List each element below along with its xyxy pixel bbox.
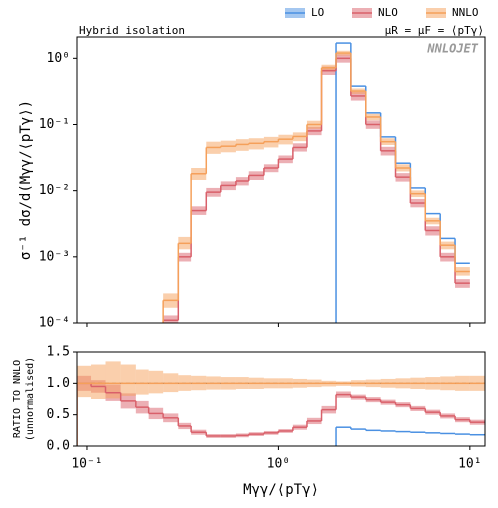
legend-label: NLO	[378, 6, 398, 19]
ratio-frame	[76, 351, 486, 447]
legend-label: NNLO	[452, 6, 479, 19]
band	[163, 315, 179, 323]
band	[120, 364, 136, 396]
band	[77, 365, 92, 398]
y-tick-label: 10⁻³	[39, 249, 70, 264]
x-tick-label: 10⁰	[267, 457, 290, 472]
annotation: μR = μF = ⟨pTγ⟩	[385, 24, 484, 37]
y-axis-label: RATIO TO NNLO	[12, 360, 23, 438]
y-axis-label: (unnormalised)	[25, 357, 36, 441]
y-tick-label: 1.0	[47, 376, 70, 391]
band	[135, 369, 149, 395]
x-tick-label: 10⁻¹	[71, 457, 102, 472]
band	[91, 364, 106, 399]
y-tick-label: 10⁻²	[39, 183, 70, 198]
band	[148, 370, 164, 394]
y-tick-label: 1.5	[47, 345, 70, 360]
band	[105, 361, 121, 399]
x-axis-label: Mγγ/⟨pTγ⟩	[243, 482, 319, 498]
y-axis-label: σ⁻¹ dσ/d(Mγγ/⟨pTγ⟩)	[18, 100, 34, 260]
axes: 10⁻⁴ 10⁻³ 10⁻² 10⁻¹ 10⁰ 0.0 0.5 1.0 1.5 10⁻¹ 10⁰ 10…	[39, 51, 482, 472]
y-tick-label: 0.0	[47, 439, 70, 454]
legend-label: LO	[311, 6, 324, 19]
annotation: Hybrid isolation	[79, 24, 185, 37]
watermark: NNLOJET	[426, 42, 478, 56]
ratio-plot	[77, 361, 485, 446]
y-tick-label: 0.5	[47, 407, 70, 422]
y-tick-label: 10⁻¹	[39, 117, 70, 132]
y-tick-label: 10⁰	[47, 51, 70, 66]
y-tick-label: 10⁻⁴	[39, 316, 70, 331]
x-tick-label: 10¹	[458, 457, 481, 472]
main-frame	[76, 36, 486, 324]
main-plot	[162, 42, 470, 323]
